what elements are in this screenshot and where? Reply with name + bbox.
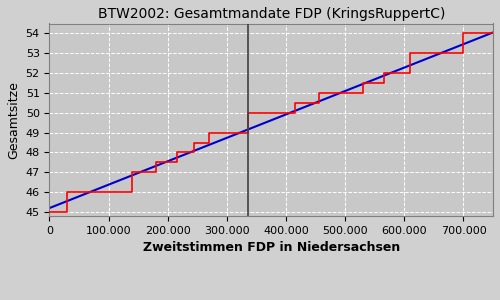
Sitze real [206,141,212,144]
Sitze real [130,190,136,194]
Sitze real [46,210,52,214]
Sitze real [266,111,272,115]
Sitze real [153,160,159,164]
Sitze real [292,101,298,105]
Sitze real [244,111,250,115]
Sitze real [360,91,366,95]
Sitze real [431,52,437,55]
Sitze real [431,52,437,55]
Sitze real [380,81,386,85]
Sitze real [130,170,136,174]
Line: Sitze real: Sitze real [50,33,493,212]
Sitze real [380,71,386,75]
Sitze real [460,52,466,55]
Sitze real [64,190,70,194]
Sitze real [408,52,414,55]
Sitze real [153,170,159,174]
Sitze real [192,151,198,154]
Sitze real [174,151,180,154]
Sitze real [266,111,272,115]
Title: BTW2002: Gesamtmandate FDP (KringsRuppertC): BTW2002: Gesamtmandate FDP (KringsRupper… [98,7,445,21]
Sitze real [292,111,298,115]
Sitze real [224,131,230,134]
Sitze real [336,91,342,95]
Y-axis label: Gesamtsitze: Gesamtsitze [7,81,20,159]
Sitze real [316,101,322,105]
Sitze real [408,71,414,75]
Sitze real [460,32,466,35]
Sitze real [82,190,88,194]
Sitze real [490,32,496,35]
Sitze real [82,190,88,194]
Sitze real [336,91,342,95]
Sitze real [316,91,322,95]
Sitze real [360,81,366,85]
Sitze real [192,141,198,144]
X-axis label: Zweitstimmen FDP in Niedersachsen: Zweitstimmen FDP in Niedersachsen [142,241,400,254]
Sitze real [64,210,70,214]
Sitze real [224,131,230,134]
Sitze real [244,131,250,134]
Sitze real [174,160,180,164]
Sitze real [206,131,212,134]
